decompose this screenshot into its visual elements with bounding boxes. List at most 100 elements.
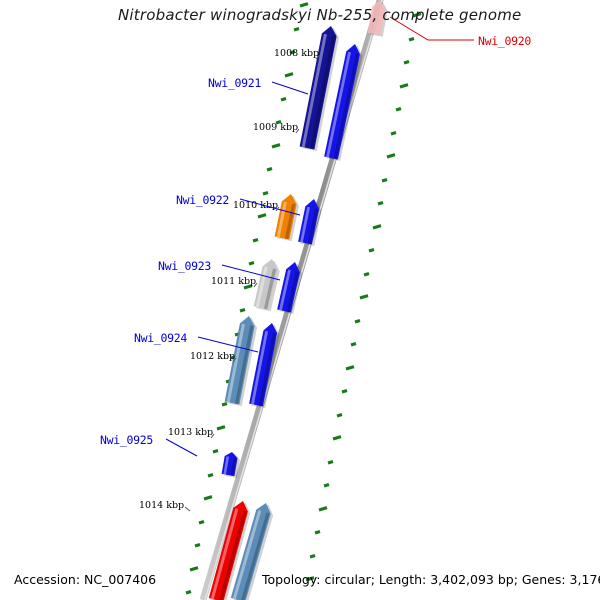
label-leader-layer — [165, 16, 474, 512]
tick-dash-inner — [399, 83, 409, 89]
gene-label-nwi_0922[interactable]: Nwi_0922 — [176, 193, 229, 207]
tick-dash-outer — [243, 284, 253, 290]
tick-dash-inner — [412, 12, 422, 18]
tick-dash-outer — [275, 120, 282, 125]
gene-feature[interactable] — [367, 0, 388, 37]
tick-dash-outer — [257, 213, 267, 219]
gene-specular — [300, 206, 311, 243]
gene-body[interactable] — [253, 259, 278, 310]
tick-dash-inner — [350, 342, 357, 347]
gene-body[interactable] — [221, 452, 238, 477]
backbone-highlight — [204, 0, 383, 600]
gene-feature[interactable] — [298, 199, 322, 247]
gene-shade — [309, 35, 336, 150]
gene-feature[interactable] — [208, 501, 251, 600]
gene-label-nwi_0924[interactable]: Nwi_0924 — [134, 331, 187, 345]
gene-feature[interactable] — [253, 259, 280, 312]
axis-tick-label: 1011 kbp — [211, 276, 257, 287]
tick-dash-inner — [386, 153, 396, 159]
gene-label-leader — [197, 336, 259, 353]
tick-dash-outer — [212, 449, 219, 454]
tick-dash-outer — [189, 566, 199, 572]
gene-body[interactable] — [274, 194, 297, 240]
gene-feature[interactable] — [277, 262, 303, 315]
gene-body[interactable] — [230, 503, 271, 600]
axis-tick-leader — [275, 206, 280, 212]
axis-tick-label: 1008 kbp — [274, 48, 320, 59]
tick-dash-outer — [266, 167, 273, 172]
gene-specular — [226, 323, 245, 403]
gene-body[interactable] — [324, 44, 360, 160]
gene-shade — [258, 332, 277, 407]
gene-feature[interactable] — [249, 323, 280, 408]
gene-body[interactable] — [249, 323, 278, 407]
gene-body[interactable] — [277, 262, 300, 313]
gene-feature[interactable] — [324, 44, 363, 162]
axis-tick-leader — [295, 128, 300, 134]
tick-dash-inner — [381, 178, 388, 183]
tick-dash-inner — [354, 319, 361, 324]
gene-shade — [284, 203, 296, 240]
gene-feature[interactable] — [230, 503, 274, 600]
gene-specular — [223, 456, 230, 475]
gene-label-leader — [221, 264, 281, 281]
gene-body[interactable] — [208, 501, 248, 600]
gene-shade — [234, 325, 254, 405]
topology-status: Topology: circular; Length: 3,402,093 bp… — [262, 572, 600, 587]
gene-specular — [232, 510, 262, 600]
gene-shade — [263, 268, 277, 310]
tick-dash-inner — [345, 365, 355, 371]
gene-feature[interactable] — [224, 316, 258, 407]
gene-feature[interactable] — [221, 452, 240, 478]
axis-tick-leader — [253, 282, 258, 288]
gene-specular — [301, 33, 327, 148]
tick-dash-outer — [239, 308, 246, 313]
gene-feature[interactable] — [299, 26, 340, 152]
gene-label-nwi_0925[interactable]: Nwi_0925 — [100, 433, 153, 447]
tick-dash-inner — [395, 107, 402, 112]
gene-label-nwi_0923[interactable]: Nwi_0923 — [158, 259, 211, 273]
tick-dash-outer — [299, 2, 309, 8]
axis-tick-leader — [232, 357, 237, 363]
gene-label-nwi_0920[interactable]: Nwi_0920 — [478, 34, 531, 48]
tick-dash-outer — [207, 473, 214, 478]
tick-dash-inner — [309, 554, 316, 559]
tick-dash-inner — [305, 576, 315, 582]
axis-tick-label: 1013 kbp — [168, 427, 214, 438]
gene-body[interactable] — [299, 26, 337, 150]
tick-dash-inner — [403, 60, 410, 65]
gene-specular — [255, 266, 268, 308]
gene-body[interactable] — [367, 0, 386, 36]
tick-dash-inner — [363, 272, 370, 277]
accession-status: Accession: NC_007406 — [14, 572, 157, 587]
gene-shade — [307, 208, 318, 245]
gene-label-leader — [239, 198, 301, 216]
tick-dash-inner — [332, 435, 342, 441]
gene-body[interactable] — [224, 316, 255, 405]
tick-dash-inner — [327, 460, 334, 465]
gene-shade — [230, 457, 237, 476]
tick-dash-inner — [359, 294, 369, 300]
tick-dash-outer — [284, 72, 294, 78]
tick-dash-inner — [341, 389, 348, 394]
tick-dash-outer — [198, 520, 205, 525]
gene-body[interactable] — [298, 199, 320, 245]
gene-specular — [251, 330, 269, 405]
gene-label-leader — [389, 16, 474, 41]
tick-dash-inner — [314, 530, 321, 535]
tick-dash-outer — [262, 191, 269, 196]
gene-specular — [210, 508, 239, 600]
gene-label-nwi_0921[interactable]: Nwi_0921 — [208, 76, 261, 90]
tick-dash-inner — [372, 224, 382, 230]
gene-feature[interactable] — [274, 194, 299, 242]
tick-dash-outer — [216, 425, 226, 431]
tick-dash-outer — [203, 495, 213, 501]
tick-dash-outer — [252, 238, 259, 243]
tick-dash-outer — [185, 590, 192, 595]
gene-shade — [219, 510, 247, 600]
tick-dash-inner — [377, 201, 384, 206]
tick-dash-outer — [221, 402, 228, 407]
tick-dash-outer — [194, 543, 201, 548]
